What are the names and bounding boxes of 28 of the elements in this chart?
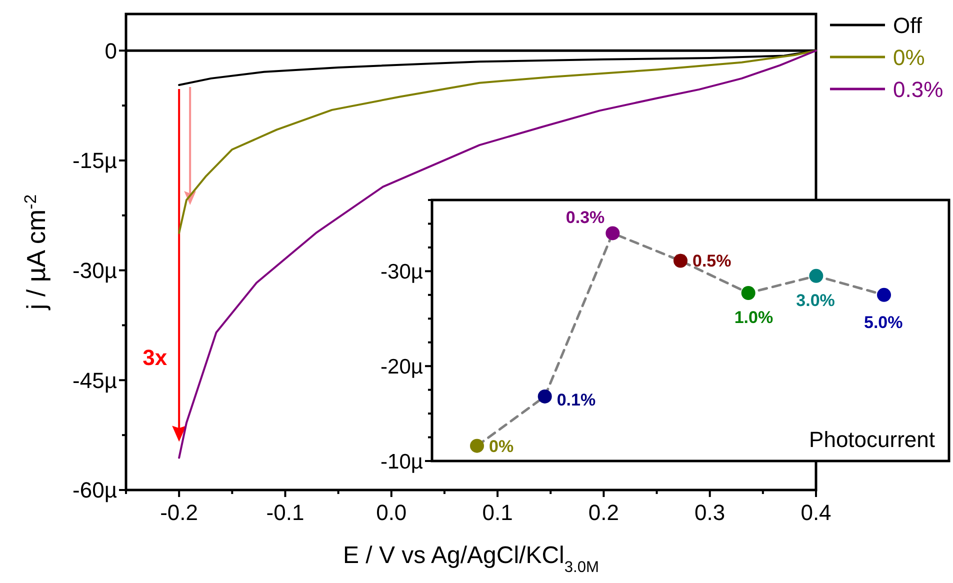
y-tick-label: -60µ bbox=[72, 478, 118, 503]
x-axis-title: E / V vs Ag/AgCl/KCl$_{3.0M}$ bbox=[342, 542, 600, 576]
x-tick-label: 0.1 bbox=[482, 500, 513, 525]
x-tick-label: 0.3 bbox=[694, 500, 726, 525]
legend-label: Off bbox=[893, 13, 923, 38]
annotation: 0.3% bbox=[566, 208, 605, 228]
annotation: 1.0% bbox=[734, 308, 774, 328]
x-tick-label: 0.2 bbox=[588, 500, 619, 525]
legend-label: 0.3% bbox=[893, 77, 944, 102]
annotation: 3x bbox=[142, 345, 168, 370]
y-tick-label: 0 bbox=[104, 38, 117, 64]
y-tick-label: -30µ bbox=[380, 260, 423, 284]
y-tick-label: -30µ bbox=[72, 258, 118, 284]
annotation: 0.1% bbox=[556, 390, 596, 410]
annotation: 0% bbox=[489, 436, 514, 456]
y-tick-label: -15µ bbox=[72, 148, 118, 174]
x-tick-label: 0.4 bbox=[800, 500, 832, 525]
text: Photocurrent bbox=[809, 427, 935, 452]
annotation: 0.5% bbox=[692, 252, 732, 271]
y-tick-label: -45µ bbox=[72, 368, 118, 393]
annotation: 3.0% bbox=[796, 290, 835, 310]
x-tick-label: -0.2 bbox=[160, 500, 198, 525]
y-tick-label: -20µ bbox=[380, 355, 423, 378]
y-tick-label: -10µ bbox=[380, 450, 423, 474]
legend-label: 0% bbox=[893, 45, 925, 70]
annotation: 5.0% bbox=[864, 312, 903, 332]
x-tick-label: 0.0 bbox=[376, 500, 407, 525]
x-tick-label: -0.1 bbox=[266, 500, 304, 525]
